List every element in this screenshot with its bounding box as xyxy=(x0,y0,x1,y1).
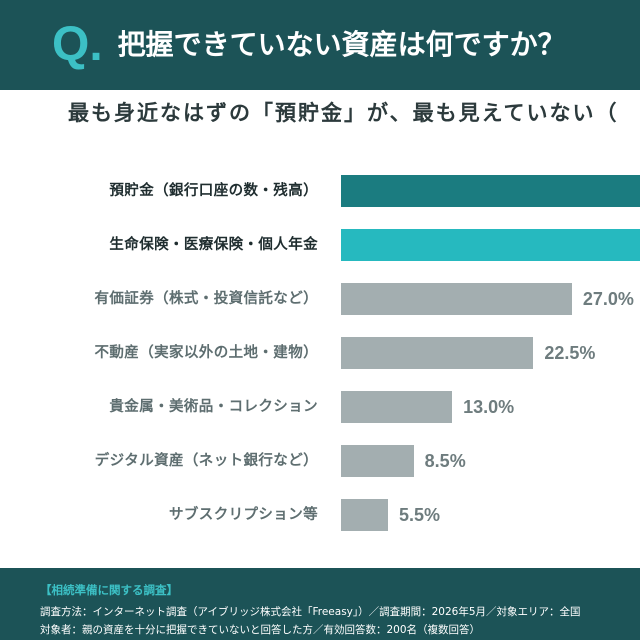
value-label-securities: 27.0% xyxy=(582,289,634,309)
category-label-insurance: 生命保険・医療保険・個人年金 xyxy=(109,237,318,253)
category-label-deposits: 預貯金（銀行口座の数・残高） xyxy=(109,183,318,199)
category-label-real-estate: 不動産（実家以外の土地・建物） xyxy=(94,345,318,361)
question-title: 把握できていない資産は何ですか？ xyxy=(117,28,566,61)
survey-respondents: 対象者：親の資産を十分に把握できていないと回答した方／有効回答数：200名（複数… xyxy=(40,624,481,636)
q-mark: Q. xyxy=(52,18,103,71)
row-subscriptions: サブスクリプション等 5.5% xyxy=(0,499,640,531)
row-real-estate: 不動産（実家以外の土地・建物） 22.5% xyxy=(0,337,640,369)
category-label-subscriptions: サブスクリプション等 xyxy=(169,507,318,523)
survey-name: 【相続準備に関する調査】 xyxy=(40,583,178,597)
row-securities: 有価証券（株式・投資信託など） 27.0% xyxy=(0,283,640,315)
question-header: Q. 把握できていない資産は何ですか？ xyxy=(0,0,640,90)
bar-subscriptions xyxy=(341,499,389,531)
survey-footer: 【相続準備に関する調査】 調査方法：インターネット調査（アイブリッジ株式会社「F… xyxy=(0,568,640,640)
row-insurance: 生命保険・医療保険・個人年金 xyxy=(0,229,640,261)
category-label-digital-assets: デジタル資産（ネット銀行など） xyxy=(94,453,318,469)
category-label-securities: 有価証券（株式・投資信託など） xyxy=(94,291,318,307)
row-digital-assets: デジタル資産（ネット銀行など） 8.5% xyxy=(0,445,640,477)
bar-securities xyxy=(341,283,572,315)
value-label-digital-assets: 8.5% xyxy=(424,451,466,471)
category-label-valuables: 貴金属・美術品・コレクション xyxy=(109,399,318,415)
row-valuables: 貴金属・美術品・コレクション 13.0% xyxy=(0,391,640,423)
value-label-real-estate: 22.5% xyxy=(544,343,596,363)
bar-valuables xyxy=(341,391,453,423)
value-label-valuables: 13.0% xyxy=(463,397,515,417)
value-label-subscriptions: 5.5% xyxy=(399,505,441,525)
bar-real-estate xyxy=(341,337,534,369)
survey-method: 調査方法：インターネット調査（アイブリッジ株式会社「Freeasy」）／調査期間… xyxy=(40,606,581,618)
bar-insurance xyxy=(341,229,640,261)
bar-deposits xyxy=(341,175,640,207)
bar-digital-assets xyxy=(341,445,414,477)
bar-chart: 預貯金（銀行口座の数・残高） 生命保険・医療保険・個人年金 有価証券（株式・投資… xyxy=(0,175,640,531)
row-deposits: 預貯金（銀行口座の数・残高） xyxy=(0,175,640,207)
chart-subtitle: 最も身近なはずの「預貯金」が、最も見えていない（ xyxy=(68,101,619,125)
